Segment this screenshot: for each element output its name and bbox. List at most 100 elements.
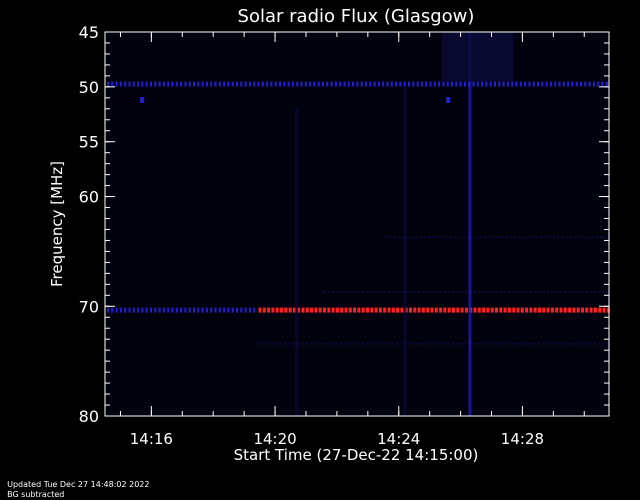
band-segment xyxy=(301,307,305,313)
band-segment xyxy=(280,307,283,313)
band-segment xyxy=(266,81,269,87)
band-segment xyxy=(574,236,577,239)
band-segment xyxy=(275,307,279,313)
band-segment xyxy=(413,291,416,294)
band-segment xyxy=(396,342,399,345)
band-segment xyxy=(602,307,606,313)
band-segment xyxy=(344,342,347,345)
band-segment xyxy=(562,81,565,87)
band-segment xyxy=(274,81,277,87)
band-segment xyxy=(435,291,438,294)
band-segment xyxy=(154,307,157,313)
band-segment xyxy=(486,291,489,294)
band-segment xyxy=(288,342,291,345)
band-segment xyxy=(418,291,420,294)
band-segment xyxy=(428,236,431,239)
burst-column xyxy=(403,86,407,417)
x-tick-label: 14:16 xyxy=(130,430,173,448)
burst-column xyxy=(295,108,299,417)
band-segment xyxy=(348,307,352,313)
band-segment xyxy=(283,81,286,87)
band-segment xyxy=(593,307,597,313)
band-segment xyxy=(227,307,230,313)
band-segment xyxy=(366,342,368,345)
band-segment xyxy=(459,81,462,87)
band-segment xyxy=(495,307,498,313)
band-segment xyxy=(115,81,118,87)
band-segment xyxy=(425,81,428,87)
band-segment xyxy=(512,291,515,294)
band-segment xyxy=(383,342,386,345)
band-segment xyxy=(575,81,578,87)
band-segment xyxy=(525,291,528,294)
band-segment xyxy=(606,342,609,345)
band-segment xyxy=(476,81,479,87)
x-tick-label: 14:24 xyxy=(377,430,420,448)
band-segment xyxy=(451,81,453,87)
band-segment xyxy=(442,81,445,87)
band-segment xyxy=(280,342,282,345)
band-segment xyxy=(482,342,485,345)
band-segment xyxy=(510,236,512,239)
band-segment xyxy=(261,81,264,87)
band-segment xyxy=(343,81,346,87)
band-segment xyxy=(445,236,448,239)
band-segment xyxy=(365,81,367,87)
band-segment xyxy=(326,81,329,87)
band-segment xyxy=(419,236,422,239)
band-segment xyxy=(335,342,338,345)
band-segment xyxy=(581,307,584,313)
band-segment xyxy=(377,81,380,87)
band-segment xyxy=(344,307,348,313)
band-segment xyxy=(340,307,344,313)
band-segment xyxy=(434,307,438,313)
band-segment xyxy=(348,342,351,345)
footer: Updated Tue Dec 27 14:48:02 2022 BG subt… xyxy=(2,470,159,500)
burst-column xyxy=(468,32,472,416)
band-segment xyxy=(538,342,540,345)
band-segment xyxy=(223,307,226,313)
band-segment xyxy=(292,342,295,345)
y-tick-label: 70 xyxy=(79,297,99,316)
band-segment xyxy=(275,342,278,345)
band-segment xyxy=(443,342,446,345)
band-segment xyxy=(585,291,588,294)
x-tick-label: 14:28 xyxy=(501,430,544,448)
band-segment xyxy=(477,342,480,345)
band-segment xyxy=(205,307,208,313)
emission-band xyxy=(323,291,610,294)
band-segment xyxy=(119,307,122,313)
band-segment xyxy=(446,81,449,87)
band-segment xyxy=(553,236,555,239)
band-segment xyxy=(512,307,516,313)
band-segment xyxy=(145,81,148,87)
band-segment xyxy=(503,342,506,345)
band-segment xyxy=(587,236,590,239)
background-note: BG subtracted xyxy=(7,490,65,499)
band-segment xyxy=(481,81,484,87)
band-segment xyxy=(347,81,350,87)
band-segment xyxy=(360,81,363,87)
band-segment xyxy=(492,236,495,239)
band-segment xyxy=(271,342,274,345)
band-segment xyxy=(210,81,213,87)
band-segment xyxy=(548,236,551,239)
band-segment xyxy=(498,81,501,87)
band-segment xyxy=(568,342,571,345)
band-segment xyxy=(314,307,318,313)
band-segment xyxy=(602,291,605,294)
band-segment xyxy=(167,307,170,313)
band-segment xyxy=(389,236,392,239)
band-segment xyxy=(279,81,281,87)
band-segment xyxy=(357,307,361,313)
band-segment xyxy=(527,236,530,239)
band-segment xyxy=(460,342,463,345)
band-segment xyxy=(570,236,573,239)
band-segment xyxy=(154,81,157,87)
band-segment xyxy=(443,291,446,294)
band-segment xyxy=(563,307,567,313)
band-segment xyxy=(439,342,442,345)
band-segment xyxy=(499,307,503,313)
band-segment xyxy=(436,236,439,239)
band-segment xyxy=(300,81,303,87)
